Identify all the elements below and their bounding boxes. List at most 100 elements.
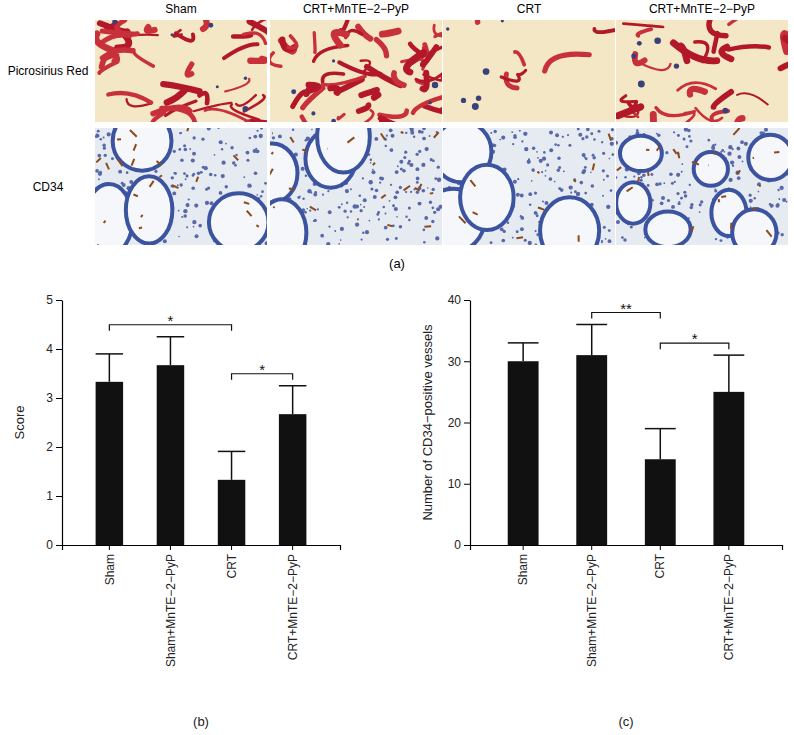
vessel — [516, 236, 523, 239]
nucleus — [680, 197, 683, 200]
nucleus — [311, 129, 313, 131]
vessel — [617, 167, 621, 170]
nucleus — [690, 203, 693, 206]
nucleus — [542, 200, 544, 202]
fiber — [618, 107, 641, 116]
nucleus — [432, 82, 438, 88]
nucleus — [375, 189, 379, 193]
fiber — [323, 73, 344, 81]
nucleus — [601, 240, 603, 242]
nucleus — [640, 179, 643, 182]
nucleus — [219, 191, 223, 195]
fiber — [515, 52, 524, 65]
x-tick-mark — [591, 545, 592, 550]
fiber — [243, 33, 265, 44]
nucleus — [184, 148, 188, 152]
nucleus — [669, 172, 673, 176]
x-tick-mark — [523, 545, 524, 550]
nucleus — [225, 143, 227, 145]
nucleus — [513, 180, 517, 184]
error-bar — [508, 343, 539, 361]
nucleus — [611, 153, 614, 156]
nucleus — [603, 226, 606, 229]
fiber — [722, 47, 731, 59]
vessel — [424, 225, 431, 227]
nucleus — [377, 211, 380, 214]
nucleus — [107, 132, 111, 136]
x-tick-mark — [170, 545, 171, 550]
nucleus — [781, 233, 784, 236]
nucleus — [659, 182, 662, 185]
error-bar — [218, 451, 245, 479]
nucleus — [423, 241, 426, 244]
nucleus — [577, 128, 580, 130]
y-tick-mark — [56, 545, 62, 546]
nucleus — [431, 220, 434, 223]
nucleus — [405, 191, 407, 193]
nucleus — [757, 182, 760, 185]
nucleus — [642, 174, 645, 177]
nucleus — [732, 164, 734, 166]
nucleus — [590, 132, 593, 135]
nucleus — [616, 220, 620, 224]
nucleus — [427, 187, 429, 189]
nucleus — [332, 59, 335, 62]
nucleus — [512, 143, 514, 145]
y-tick-label: 10 — [448, 477, 462, 491]
x-tick-label: Sham — [103, 554, 117, 585]
nucleus — [568, 144, 571, 147]
nucleus — [307, 189, 311, 193]
nucleus — [118, 170, 122, 174]
error-cap — [713, 354, 744, 356]
nucleus — [512, 237, 514, 239]
nucleus — [409, 163, 413, 167]
nucleus — [249, 137, 252, 140]
column-title: CRT — [517, 2, 542, 16]
vessel — [326, 148, 328, 150]
nucleus — [557, 157, 560, 160]
error-stem — [292, 386, 294, 414]
fiber — [649, 114, 653, 122]
nucleus — [524, 239, 527, 242]
nucleus — [309, 210, 311, 212]
vessel — [415, 188, 420, 191]
nucleus — [422, 128, 426, 130]
nucleus — [392, 204, 395, 207]
nucleus — [171, 176, 174, 179]
nucleus — [654, 37, 661, 44]
nucleus — [532, 146, 535, 149]
nucleus — [712, 144, 714, 146]
nucleus — [185, 174, 188, 177]
fiber — [729, 20, 760, 24]
nucleus — [391, 134, 395, 138]
vessel — [273, 207, 274, 208]
nucleus — [700, 200, 703, 203]
y-tick: 3 — [46, 391, 62, 405]
fiber — [309, 85, 319, 91]
x-tick-label: Sham+MnTE−2−PyP — [164, 554, 178, 667]
nucleus — [97, 130, 100, 133]
nucleus — [591, 184, 595, 188]
nucleus — [655, 183, 659, 187]
nucleus — [304, 139, 307, 142]
x-tick: Sham — [103, 545, 117, 585]
nucleus — [728, 178, 732, 182]
nucleus — [314, 191, 317, 194]
fiber — [102, 50, 133, 67]
fiber — [379, 111, 406, 117]
bar — [645, 459, 676, 545]
nucleus — [399, 186, 402, 189]
micrograph — [95, 128, 267, 245]
nucleus — [347, 216, 349, 218]
vessel — [289, 188, 294, 191]
micrograph — [270, 20, 442, 122]
vessel — [118, 160, 123, 167]
nucleus — [221, 161, 225, 165]
nucleus — [362, 177, 364, 179]
y-tick-mark — [464, 361, 470, 362]
nucleus — [186, 203, 190, 207]
nucleus — [272, 136, 275, 139]
nucleus — [549, 148, 553, 152]
nucleus — [96, 134, 100, 138]
nucleus — [715, 238, 717, 240]
